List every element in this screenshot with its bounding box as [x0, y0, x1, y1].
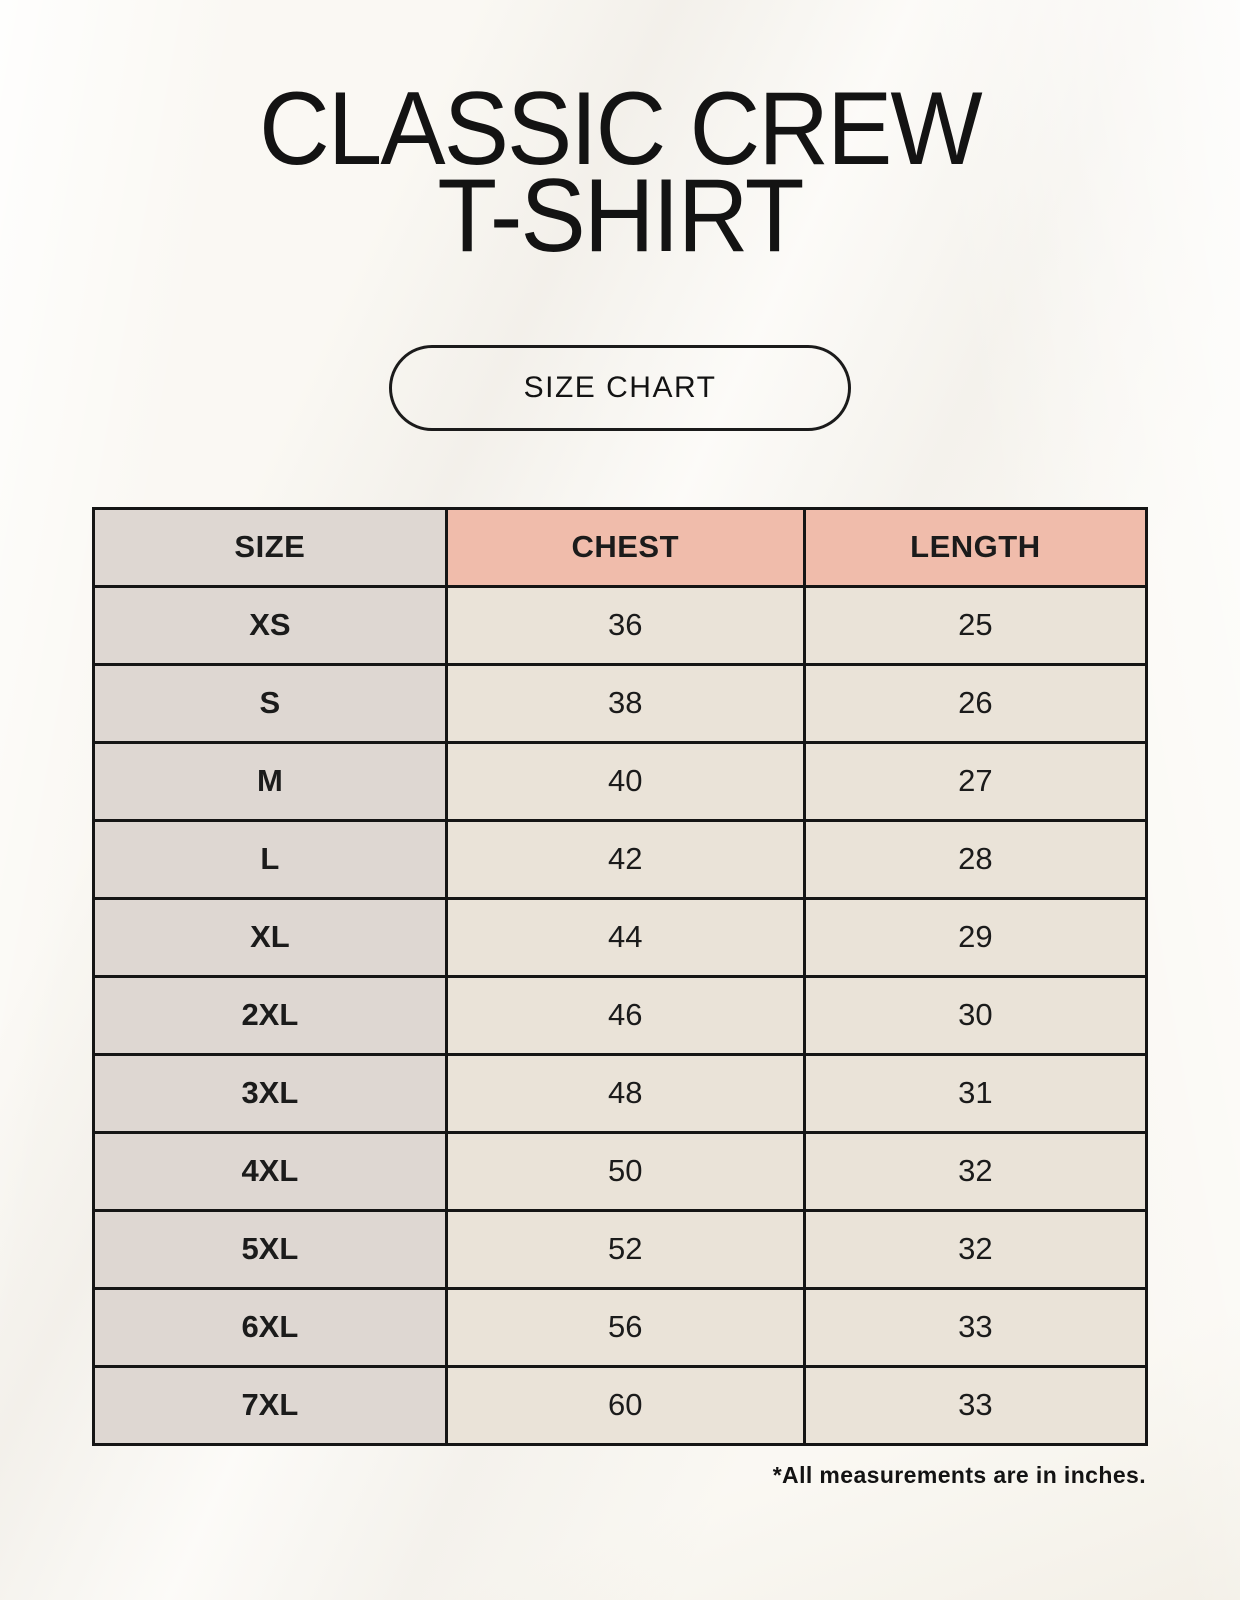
size-chart-page: CLASSIC CREW T-SHIRT SIZE CHART SIZE CHE… — [0, 0, 1240, 1489]
page-title: CLASSIC CREW T-SHIRT — [0, 0, 1240, 275]
size-cell: 3XL — [92, 1052, 448, 1134]
chest-cell: 46 — [444, 974, 806, 1056]
chest-cell: 56 — [444, 1286, 806, 1368]
size-table-container: SIZE CHEST LENGTH XS 36 25 S 38 26 M 40 27 L 42 28 X… — [92, 506, 1149, 1489]
size-cell: 4XL — [92, 1130, 448, 1212]
chest-cell: 50 — [444, 1130, 806, 1212]
size-cell: S — [92, 662, 448, 744]
length-cell: 26 — [802, 662, 1149, 744]
length-cell: 25 — [802, 584, 1149, 666]
table-row: 7XL 60 33 — [92, 1364, 1149, 1446]
length-cell: 30 — [802, 974, 1149, 1056]
table-row: 5XL 52 32 — [92, 1208, 1149, 1290]
chest-cell: 60 — [444, 1364, 806, 1446]
chest-cell: 42 — [444, 818, 806, 900]
size-cell: 6XL — [92, 1286, 448, 1368]
size-cell: M — [92, 740, 448, 822]
size-table: SIZE CHEST LENGTH XS 36 25 S 38 26 M 40 27 L 42 28 X… — [92, 506, 1149, 1446]
size-cell: XL — [92, 896, 448, 978]
size-cell: 7XL — [92, 1364, 448, 1446]
table-row: S 38 26 — [92, 662, 1149, 744]
chest-cell: 40 — [444, 740, 806, 822]
length-cell: 29 — [802, 896, 1149, 978]
table-row: XS 36 25 — [92, 584, 1149, 666]
chest-cell: 38 — [444, 662, 806, 744]
table-row: XL 44 29 — [92, 896, 1149, 978]
length-cell: 32 — [802, 1130, 1149, 1212]
chest-cell: 44 — [444, 896, 806, 978]
chest-cell: 36 — [444, 584, 806, 666]
page-title-line1: CLASSIC CREW — [259, 71, 983, 187]
table-header-row: SIZE CHEST LENGTH — [92, 506, 1149, 588]
chest-cell: 48 — [444, 1052, 806, 1134]
page-title-line2: T-SHIRT — [437, 158, 804, 275]
column-header-size: SIZE — [92, 506, 448, 588]
table-row: 6XL 56 33 — [92, 1286, 1149, 1368]
length-cell: 33 — [802, 1364, 1149, 1446]
size-cell: 2XL — [92, 974, 448, 1056]
button-row: SIZE CHART — [0, 344, 1240, 431]
length-cell: 32 — [802, 1208, 1149, 1290]
size-chart-button[interactable]: SIZE CHART — [389, 344, 851, 431]
table-row: 4XL 50 32 — [92, 1130, 1149, 1212]
size-cell: L — [92, 818, 448, 900]
length-cell: 31 — [802, 1052, 1149, 1134]
measurements-footnote: *All measurements are in inches. — [772, 1461, 1146, 1488]
size-cell: 5XL — [92, 1208, 448, 1290]
length-cell: 27 — [802, 740, 1149, 822]
table-row: M 40 27 — [92, 740, 1149, 822]
length-cell: 28 — [802, 818, 1149, 900]
table-row: 3XL 48 31 — [92, 1052, 1149, 1134]
table-row: 2XL 46 30 — [92, 974, 1149, 1056]
column-header-chest: CHEST — [444, 506, 806, 588]
chest-cell: 52 — [444, 1208, 806, 1290]
length-cell: 33 — [802, 1286, 1149, 1368]
column-header-length: LENGTH — [802, 506, 1149, 588]
table-row: L 42 28 — [92, 818, 1149, 900]
size-cell: XS — [92, 584, 448, 666]
